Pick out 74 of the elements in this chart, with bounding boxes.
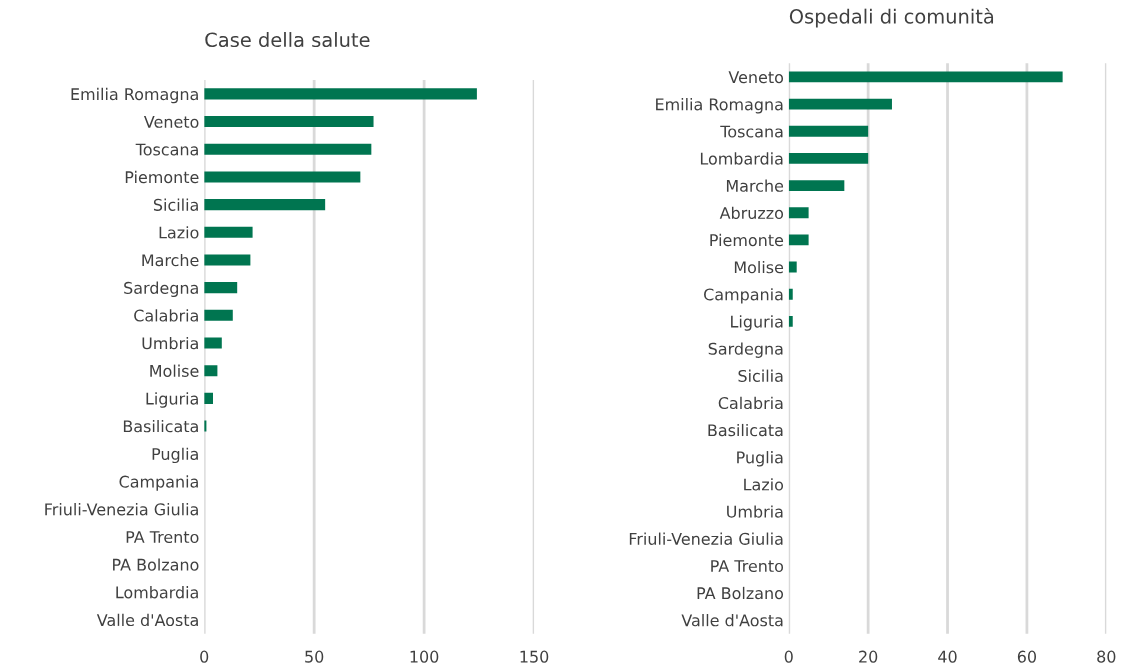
bar bbox=[204, 143, 372, 155]
y-tick-label: Molise bbox=[734, 260, 784, 274]
y-tick-label: Campania bbox=[704, 288, 783, 304]
y-tick-label: Emilia Romagna bbox=[656, 98, 783, 114]
bar bbox=[788, 207, 809, 219]
y-tick-label: Sardegna bbox=[124, 281, 198, 298]
y-tick-label: Puglia bbox=[152, 447, 198, 464]
bar bbox=[204, 392, 213, 404]
bar bbox=[788, 125, 869, 137]
y-tick-label: PA Bolzano bbox=[113, 558, 199, 571]
y-tick-label: Marche bbox=[726, 179, 784, 192]
bar bbox=[788, 152, 869, 164]
y-tick-label: Lombardia bbox=[116, 586, 198, 599]
x-tick-label: 50 bbox=[305, 650, 324, 663]
x-tick-label: 60 bbox=[1017, 650, 1037, 663]
x-tick-label: 40 bbox=[938, 650, 957, 663]
bar bbox=[788, 71, 1063, 83]
y-tick-label: Lazio bbox=[159, 226, 199, 239]
y-tick-label: Abruzzo bbox=[719, 206, 784, 220]
y-tick-label: Friuli-Venezia Giulia bbox=[629, 532, 783, 545]
y-tick-label: Campania bbox=[119, 475, 198, 491]
bar bbox=[788, 315, 793, 327]
x-tick-label: 0 bbox=[200, 650, 209, 663]
y-tick-label: Umbria bbox=[142, 336, 198, 350]
bar bbox=[204, 116, 374, 128]
bar bbox=[788, 288, 793, 300]
y-tick-label: Calabria bbox=[134, 309, 198, 322]
y-tick-label: PA Trento bbox=[126, 531, 199, 544]
y-tick-label: PA Bolzano bbox=[697, 586, 784, 600]
y-tick-label: Sicilia bbox=[738, 369, 783, 382]
y-tick-label: Basilicata bbox=[123, 419, 198, 433]
y-tick-label: Marche bbox=[142, 253, 199, 267]
bar bbox=[204, 226, 253, 238]
bar bbox=[788, 234, 809, 246]
y-tick-label: Toscana bbox=[135, 143, 198, 156]
y-tick-label: Toscana bbox=[720, 125, 783, 138]
y-tick-label: Veneto bbox=[728, 71, 784, 84]
y-tick-label: Umbria bbox=[727, 505, 783, 518]
bar bbox=[204, 337, 222, 349]
y-tick-label: Molise bbox=[150, 364, 199, 377]
y-tick-label: Emilia Romagna bbox=[71, 87, 198, 104]
chart-title: Ospedali di comunità bbox=[789, 7, 994, 28]
bar bbox=[204, 199, 326, 211]
y-tick-label: Piemonte bbox=[125, 170, 199, 184]
x-tick-label: 80 bbox=[1097, 650, 1116, 663]
y-tick-label: Liguria bbox=[146, 392, 198, 408]
bar bbox=[204, 365, 218, 377]
y-tick-label: Valle d'Aosta bbox=[96, 613, 198, 627]
y-tick-label: Lazio bbox=[744, 478, 784, 491]
y-tick-label: Calabria bbox=[718, 396, 783, 410]
bar bbox=[204, 309, 233, 321]
bar bbox=[788, 98, 892, 110]
x-tick-label: 150 bbox=[520, 650, 549, 663]
chart-title: Case della salute bbox=[205, 32, 370, 48]
y-tick-label: Friuli-Venezia Giulia bbox=[45, 503, 198, 516]
x-tick-label: 20 bbox=[859, 650, 878, 663]
x-tick-label: 100 bbox=[410, 650, 439, 663]
y-tick-label: Sardegna bbox=[708, 342, 783, 358]
y-tick-label: Liguria bbox=[731, 315, 783, 331]
y-tick-label: Sicilia bbox=[153, 198, 198, 211]
bar bbox=[204, 282, 238, 294]
bar bbox=[788, 180, 845, 191]
bar bbox=[204, 254, 251, 266]
y-tick-label: Basilicata bbox=[708, 423, 783, 437]
y-tick-label: Lombardia bbox=[700, 152, 783, 165]
bar bbox=[204, 171, 361, 183]
bar bbox=[788, 261, 797, 273]
x-tick-label: 0 bbox=[784, 650, 793, 663]
bar bbox=[204, 88, 477, 100]
y-tick-label: Valle d'Aosta bbox=[681, 614, 783, 627]
y-tick-label: PA Trento bbox=[711, 560, 784, 573]
y-tick-label: Piemonte bbox=[710, 233, 784, 247]
y-tick-label: Veneto bbox=[143, 115, 199, 128]
y-tick-label: Puglia bbox=[737, 451, 783, 467]
